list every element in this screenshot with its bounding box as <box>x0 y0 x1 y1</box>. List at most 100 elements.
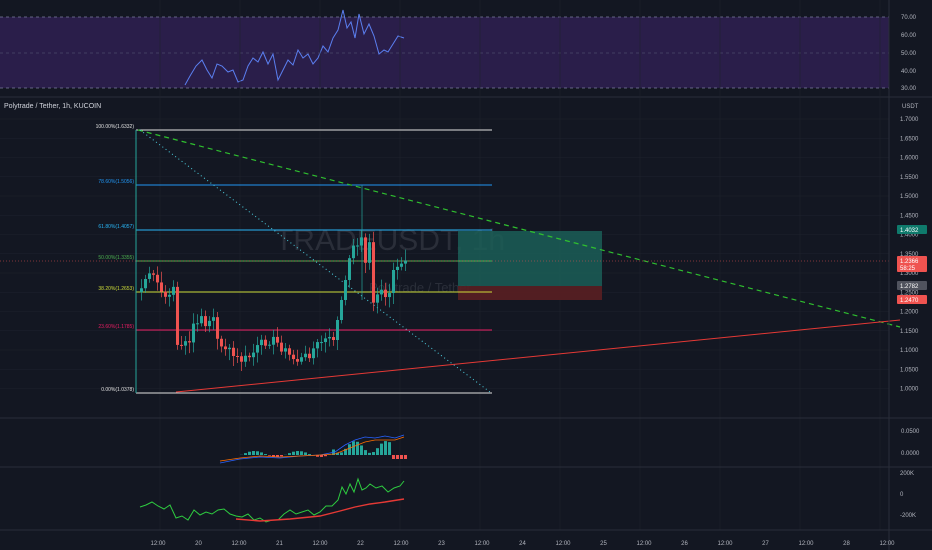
rsi-axis-label: 30.00 <box>901 86 917 92</box>
rsi-pane: 70.00 60.00 50.00 40.00 30.00 <box>0 9 917 92</box>
obv-line <box>139 477 405 523</box>
macd-histogram-bar <box>300 451 303 455</box>
fib-level-label: 50.00%(1.3355) <box>98 255 134 261</box>
time-axis-label: 26 <box>681 541 688 547</box>
fib-retracement[interactable]: 100.00%(1.6332) 78.60%(1.5056) 61.80%(1.40… <box>96 124 492 394</box>
obv-ma-line <box>235 498 405 522</box>
candle-body <box>320 342 323 344</box>
candle-body <box>180 344 183 346</box>
macd-histogram-bar <box>352 441 355 455</box>
macd-axis-label: 0.0000 <box>901 451 920 457</box>
rsi-axis-label: 40.00 <box>901 69 917 75</box>
macd-histogram-bar <box>280 455 283 457</box>
candle-body <box>188 341 191 343</box>
price-axis-label: 1.1500 <box>900 329 919 335</box>
stop-loss-zone[interactable] <box>458 286 602 300</box>
time-axis-label: 12:00 <box>474 541 490 547</box>
macd-histogram-bar <box>372 452 375 455</box>
fib-level-label: 78.60%(1.5056) <box>98 179 134 185</box>
macd-histogram-bar <box>248 451 251 455</box>
price-axis[interactable]: 1.7000 1.6500 1.6000 1.5500 1.5000 1.4500 1.40… <box>900 117 919 393</box>
candle-body <box>236 355 239 357</box>
rsi-axis: 70.00 60.00 50.00 40.00 30.00 <box>901 15 917 92</box>
candle-body <box>160 282 163 292</box>
candle-body <box>336 320 339 340</box>
candle-body <box>272 336 275 345</box>
candle-body <box>376 294 379 303</box>
candle-body <box>340 300 343 320</box>
candle-body <box>404 260 407 264</box>
time-axis-label: 12:00 <box>798 541 814 547</box>
dotted-diagonal[interactable] <box>139 129 491 393</box>
price-badge <box>897 263 927 272</box>
price-axis-label: 1.4500 <box>900 213 919 219</box>
time-axis[interactable]: 12:00 20 12:00 21 12:00 22 12:00 23 12:00 24 12:00… <box>150 541 895 547</box>
time-axis-label: 20 <box>195 541 202 547</box>
macd-histogram-bar <box>368 452 371 455</box>
time-axis-label: 12:00 <box>312 541 328 547</box>
macd-histogram-bar <box>304 452 307 455</box>
candle-body <box>156 274 159 283</box>
time-axis-label: 23 <box>438 541 445 547</box>
price-axis-label: 1.3000 <box>900 271 919 277</box>
candle-body <box>384 289 387 298</box>
candle-body <box>344 280 347 300</box>
candle-body <box>396 266 399 270</box>
macd-histogram-bar <box>308 454 311 455</box>
candle-body <box>152 273 155 275</box>
price-axis-label: 1.2500 <box>900 290 919 296</box>
candle-body <box>184 341 187 346</box>
rsi-axis-label: 60.00 <box>901 33 917 39</box>
price-axis-label: 1.0500 <box>900 367 919 373</box>
candle-body <box>304 353 307 358</box>
macd-histogram-bar <box>264 454 267 455</box>
macd-histogram-bar <box>244 453 247 455</box>
obv-axis-label: -200K <box>900 513 916 519</box>
macd-histogram-bar <box>316 455 319 457</box>
candle-body <box>224 346 227 350</box>
time-axis-label: 24 <box>519 541 526 547</box>
candle-body <box>176 286 179 345</box>
macd-pane: 0.0500 0.0000 <box>219 429 920 464</box>
obv-axis: 200K 0 -200K <box>900 471 916 519</box>
take-profit-zone[interactable] <box>458 231 602 286</box>
fib-level-label: 38.20%(1.2653) <box>98 286 134 292</box>
price-badge-label: 1.2366 <box>900 259 919 265</box>
fib-level-label: 23.60%(1.1785) <box>98 324 134 330</box>
macd-histogram-bar <box>272 455 275 457</box>
rsi-band <box>0 17 889 88</box>
macd-histogram-bar <box>384 441 387 455</box>
price-badge-label: 1.2782 <box>900 284 919 290</box>
macd-histogram-bar <box>356 441 359 455</box>
macd-histogram-bar <box>396 455 399 459</box>
macd-histogram-bar <box>348 444 351 455</box>
candle-body <box>332 337 335 340</box>
quote-currency: USDT <box>902 104 919 110</box>
price-axis-label: 1.1000 <box>900 348 919 354</box>
ascending-trendline[interactable] <box>175 319 901 393</box>
time-axis-label: 21 <box>276 541 283 547</box>
time-axis-label: 25 <box>600 541 607 547</box>
candle-body <box>232 347 235 356</box>
macd-histogram-bar <box>256 451 259 455</box>
macd-line <box>219 434 405 464</box>
rsi-line <box>184 9 405 86</box>
macd-histogram-bar <box>324 455 327 457</box>
candle-body <box>260 339 263 346</box>
candle-body <box>348 258 351 280</box>
price-axis-label: 1.6500 <box>900 136 919 142</box>
candle-body <box>140 288 143 293</box>
candle-body <box>292 354 295 360</box>
candle-body <box>352 245 355 259</box>
candle-body <box>312 348 315 359</box>
macd-histogram-bar <box>360 445 363 455</box>
rsi-axis-label: 50.00 <box>901 51 917 57</box>
price-pane: TRADEUSDT, 1h Polytrade / Tether 100.00%… <box>0 0 927 530</box>
price-badge <box>897 281 927 290</box>
fib-level-label: 0.00%(1.0378) <box>101 387 134 393</box>
candle-body <box>148 273 151 279</box>
macd-histogram-bar <box>380 443 383 455</box>
candle-body <box>300 357 303 362</box>
fib-level-label: 61.80%(1.4057) <box>98 224 134 230</box>
